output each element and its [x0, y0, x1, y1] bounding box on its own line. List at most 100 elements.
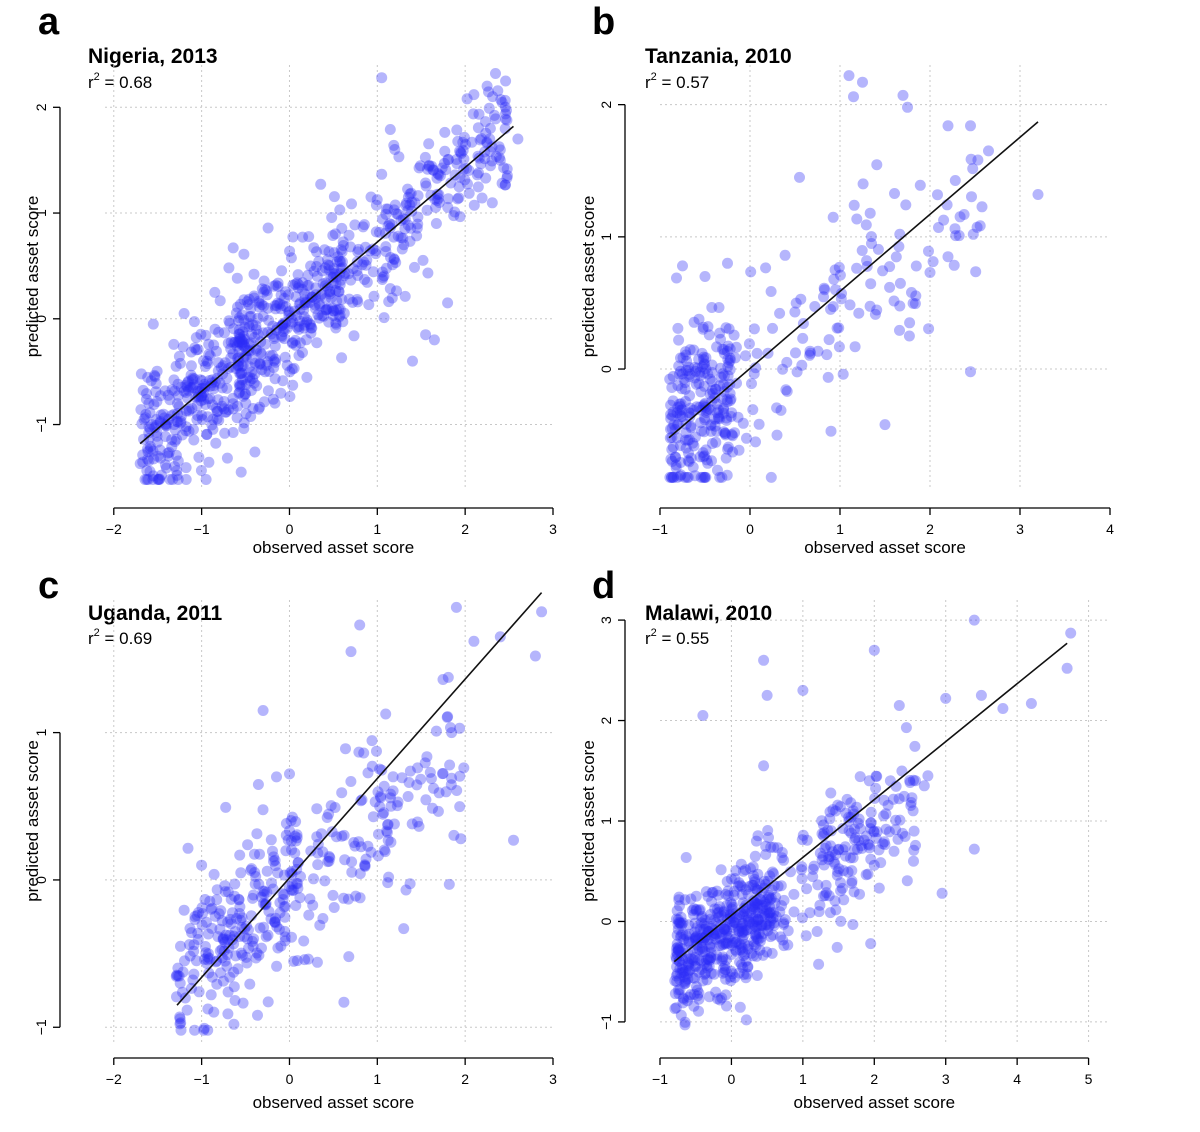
data-point: [290, 339, 302, 351]
data-point: [258, 888, 270, 900]
data-point: [233, 324, 245, 336]
data-point: [854, 771, 866, 783]
data-point: [754, 944, 766, 956]
data-point: [308, 242, 320, 254]
data-point: [338, 307, 350, 319]
data-point: [277, 375, 289, 387]
data-point: [868, 644, 880, 656]
x-tick-label: 4: [1013, 1071, 1021, 1087]
data-point: [257, 705, 269, 716]
data-point: [334, 303, 346, 315]
data-point: [666, 444, 678, 455]
data-point: [725, 873, 737, 885]
data-point: [305, 322, 317, 334]
data-point: [452, 135, 464, 147]
data-point: [777, 934, 789, 946]
data-point: [189, 911, 201, 922]
data-point: [356, 794, 368, 806]
data-point: [336, 787, 348, 799]
data-point: [666, 471, 678, 483]
data-point: [302, 269, 314, 281]
data-point: [736, 926, 748, 938]
data-point: [191, 414, 203, 426]
data-point: [757, 949, 769, 961]
data-point: [143, 433, 155, 444]
data-point: [665, 423, 676, 435]
data-point: [378, 270, 390, 282]
data-point: [820, 879, 832, 891]
r2-value: 0.57: [676, 73, 709, 92]
data-point: [750, 436, 761, 448]
data-point: [206, 374, 218, 386]
data-point: [691, 922, 703, 934]
data-point: [724, 913, 736, 924]
data-point: [671, 976, 683, 987]
data-point: [908, 855, 919, 867]
data-point: [690, 378, 702, 390]
data-point: [254, 848, 265, 860]
data-point: [225, 336, 237, 348]
data-point: [203, 456, 215, 468]
data-point: [733, 926, 745, 937]
data-point: [322, 282, 334, 294]
data-point: [189, 342, 201, 354]
data-point: [684, 411, 696, 423]
data-point: [948, 259, 960, 271]
data-point: [188, 939, 200, 951]
data-point: [856, 842, 868, 854]
data-point: [835, 885, 847, 897]
data-point: [853, 307, 865, 319]
data-point: [169, 385, 181, 397]
data-point: [260, 931, 272, 943]
panel-letter: d: [592, 565, 615, 607]
data-point: [723, 357, 735, 369]
data-point: [209, 286, 221, 298]
data-point: [253, 295, 265, 307]
data-point: [726, 899, 738, 910]
data-point: [827, 301, 839, 313]
data-point: [221, 960, 233, 972]
data-point: [758, 654, 770, 666]
data-point: [699, 412, 711, 424]
data-point: [709, 413, 721, 425]
data-point: [289, 830, 301, 842]
data-point: [445, 722, 456, 734]
data-point: [721, 925, 733, 937]
data-point: [297, 277, 309, 289]
data-point: [933, 222, 944, 233]
data-point: [900, 722, 912, 734]
data-point: [365, 846, 377, 858]
data-point: [253, 297, 265, 309]
data-point: [718, 906, 730, 918]
data-point: [835, 915, 847, 927]
data-point: [286, 865, 298, 877]
data-point: [201, 355, 213, 367]
data-point: [764, 901, 775, 913]
data-point: [247, 403, 259, 414]
data-point: [343, 268, 355, 280]
data-point: [677, 368, 688, 380]
data-point: [269, 356, 281, 368]
data-point: [688, 1000, 700, 1012]
data-point: [222, 916, 234, 928]
data-point: [849, 834, 861, 846]
data-point: [333, 311, 345, 323]
data-point: [724, 971, 736, 983]
data-point: [354, 892, 366, 904]
data-point: [694, 923, 706, 935]
data-point: [169, 461, 181, 472]
data-point: [362, 767, 374, 779]
data-point: [949, 175, 961, 186]
data-point: [240, 397, 252, 409]
data-point: [673, 955, 685, 967]
data-point: [719, 960, 731, 972]
data-point: [420, 177, 431, 189]
data-point: [322, 254, 333, 266]
data-point: [153, 473, 165, 485]
data-point: [695, 386, 707, 398]
data-point: [721, 345, 733, 357]
data-point: [268, 355, 280, 367]
data-point: [700, 886, 712, 898]
